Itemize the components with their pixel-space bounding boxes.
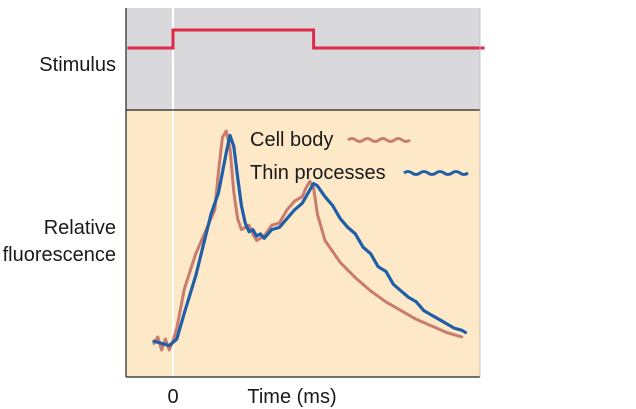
x-tick-label-0: 0 <box>167 386 178 408</box>
chart-panels <box>126 8 480 377</box>
fluorescence-axis-label-line2: fluorescence <box>3 244 116 266</box>
chart-legend: Cell body Thin processes <box>250 129 469 184</box>
legend-swatch-cell-body <box>347 137 411 143</box>
chart-series <box>127 28 485 352</box>
stimulus-axis-label: Stimulus <box>39 54 116 76</box>
response-panel-background <box>126 110 480 377</box>
legend-label-thin-processes: Thin processes <box>250 162 386 184</box>
x-axis-label: Time (ms) <box>247 386 336 408</box>
fluorescence-axis-label-line1: Relative <box>44 217 116 239</box>
series-line-cell-body <box>152 129 464 352</box>
series-line-thin-processes <box>152 133 468 348</box>
stimulus-trace <box>127 28 485 50</box>
legend-label-cell-body: Cell body <box>250 129 333 151</box>
chart-axes <box>125 8 481 378</box>
stimulus-panel-background <box>126 8 480 110</box>
legend-swatch-thin-processes <box>403 170 469 176</box>
